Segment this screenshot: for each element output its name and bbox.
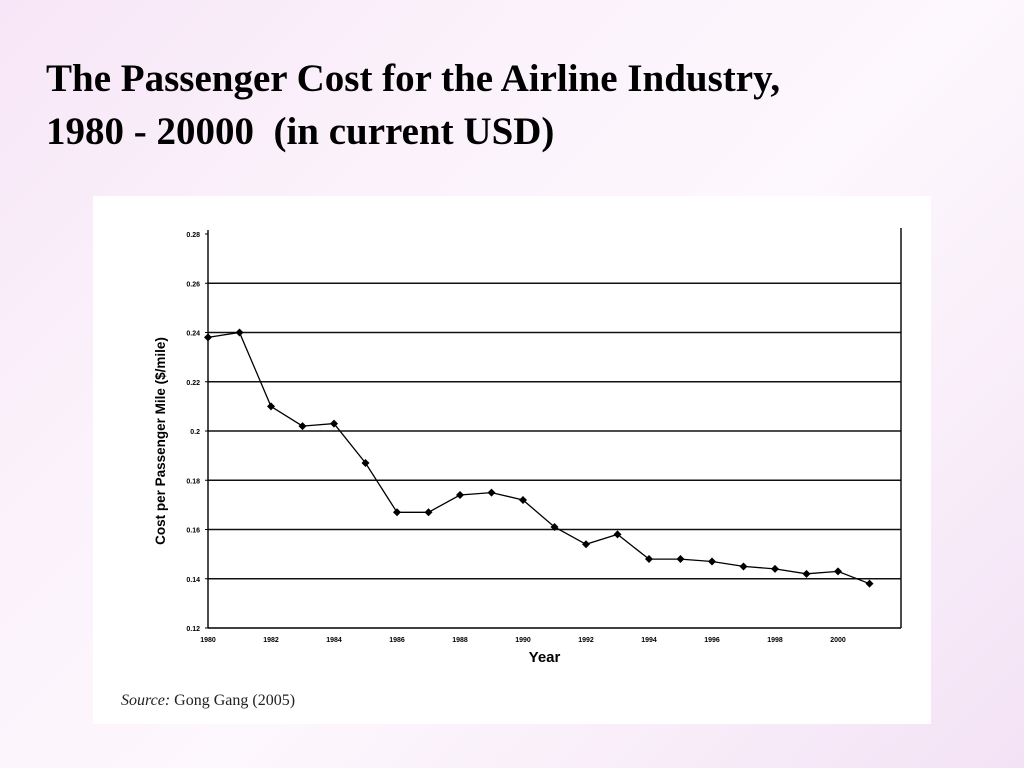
source-label: Source:: [121, 692, 171, 709]
data-point: [235, 328, 244, 337]
data-point: [298, 422, 307, 431]
data-point: [393, 508, 401, 517]
y-tick-label: 0.14: [186, 577, 200, 584]
data-point: [330, 419, 338, 428]
x-tick-label: 1984: [326, 637, 342, 644]
x-tick-label: 1998: [767, 637, 783, 644]
data-point: [708, 557, 716, 566]
x-tick-labels: 1980 1982 1984 1986 1988 1990 1992 1994 1996 1998…: [200, 637, 846, 644]
grid-lines: [208, 282, 901, 580]
x-tick-label: 1990: [515, 637, 531, 644]
data-point: [550, 523, 559, 532]
chart-panel: 0.28 0.26 0.24 0.22 0.2 0.18 0.16 0.14 0.12 1980…: [93, 196, 931, 724]
line-chart: 0.28 0.26 0.24 0.22 0.2 0.18 0.16 0.14 0.12 1980…: [153, 228, 902, 666]
slide-title-line-2: 1980 - 20000 (in current USD): [46, 110, 555, 153]
x-tick-label: 1988: [452, 637, 468, 644]
data-point: [613, 530, 622, 539]
data-point: [802, 569, 811, 578]
slide-title-line-1: The Passenger Cost for the Airline Indus…: [46, 57, 781, 100]
source-text: Gong Gang (2005): [174, 692, 296, 709]
x-tick-label: 2000: [830, 637, 846, 644]
data-point: [267, 402, 275, 411]
axes: [205, 228, 902, 629]
x-tick-label: 1994: [641, 637, 657, 644]
x-tick-label: 1996: [704, 637, 720, 644]
data-point: [204, 333, 212, 342]
data-point: [582, 540, 590, 549]
y-tick-label: 0.28: [186, 232, 200, 239]
data-point: [676, 555, 685, 564]
data-point: [739, 562, 748, 571]
data-point: [424, 508, 433, 517]
data-point: [361, 459, 370, 468]
y-axis-label: Cost per Passenger Mile ($/mile): [153, 337, 168, 545]
data-point: [834, 567, 842, 576]
data-series: [204, 328, 874, 588]
source-note: Source: Gong Gang (2005): [121, 692, 295, 710]
data-point: [865, 579, 874, 588]
x-tick-label: 1992: [578, 637, 594, 644]
data-point: [519, 495, 527, 504]
x-axis-label: Year: [529, 649, 561, 666]
data-point: [456, 491, 464, 500]
x-tick-label: 1982: [263, 637, 279, 644]
x-tick-label: 1986: [389, 637, 405, 644]
x-tick-label: 1980: [200, 637, 216, 644]
data-point: [645, 555, 653, 564]
y-tick-labels: 0.28 0.26 0.24 0.22 0.2 0.18 0.16 0.14 0.12: [186, 232, 200, 633]
data-point: [771, 564, 779, 573]
y-tick-label: 0.18: [186, 478, 200, 485]
y-tick-label: 0.12: [186, 626, 200, 633]
data-point: [487, 488, 496, 497]
y-tick-label: 0.22: [186, 380, 200, 387]
series-line-0: [207, 331, 870, 585]
y-tick-label: 0.24: [186, 331, 200, 338]
y-tick-label: 0.2: [190, 429, 200, 436]
y-tick-label: 0.16: [186, 528, 200, 535]
y-tick-label: 0.26: [186, 281, 200, 288]
slide-title: The Passenger Cost for the Airline Indus…: [46, 52, 986, 158]
